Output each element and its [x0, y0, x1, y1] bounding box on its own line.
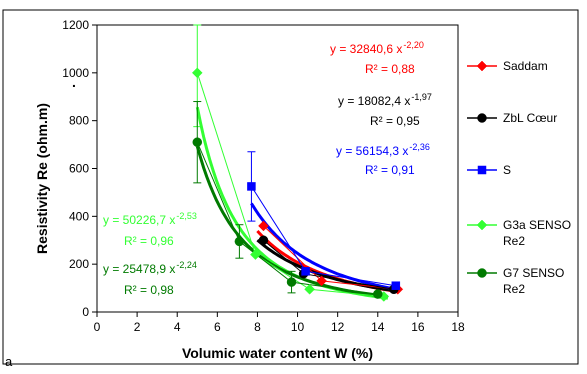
x-tick-label: 6	[214, 320, 221, 334]
legend-label-3: G3a SENSO	[503, 218, 571, 232]
fit-equation-3: y = 50226,7 x-2,53	[103, 211, 197, 227]
data-point	[258, 235, 269, 245]
x-axis-title: Volumic water content W (%)	[182, 345, 373, 361]
y-tick-label: 600	[69, 162, 89, 176]
legend-marker-1	[477, 113, 487, 123]
fit-equation-exponent: -2,36	[409, 142, 430, 152]
fit-r2-4: R² = 0,98	[124, 283, 174, 297]
x-tick-label: 2	[134, 320, 141, 334]
data-point	[391, 281, 401, 290]
data-point	[191, 67, 203, 79]
legend-marker-3	[476, 219, 488, 231]
data-point	[258, 220, 269, 232]
x-tick-label: 10	[291, 320, 305, 334]
x-tick-label: 8	[254, 320, 261, 334]
fit-equation-main: y = 50226,7 x	[103, 213, 175, 227]
legend-label-4: G7 SENSO	[503, 266, 564, 280]
fit-equation-exponent: -2,24	[176, 260, 197, 270]
x-tick-label: 12	[331, 320, 345, 334]
trendline-4	[195, 145, 388, 299]
y-axis-title: Resistivity Re (ohm.m)	[34, 103, 50, 254]
y-tick-label: 200	[69, 257, 89, 271]
data-point	[373, 289, 383, 299]
fit-equation-0: y = 32840,6 x-2,20	[330, 40, 424, 56]
y-tick-label: 800	[69, 114, 89, 128]
fit-equation-4: y = 25478,9 x-2,24	[103, 260, 197, 276]
fit-equation-main: y = 25478,9 x	[103, 262, 175, 276]
legend-label-1: ZbL Cœur	[503, 111, 557, 125]
fit-r2-0: R² = 0,88	[365, 62, 415, 76]
fit-r2-2: R² = 0,91	[365, 163, 415, 177]
fit-equation-exponent: -1,97	[411, 92, 432, 102]
trendline-1	[256, 238, 399, 293]
y-tick-label: 0	[82, 305, 89, 319]
figure-frame	[2, 9, 579, 365]
data-point	[192, 137, 203, 147]
fit-equation-1: y = 18082,4 x-1,97	[338, 92, 432, 108]
fit-r2-3: R² = 0,96	[124, 234, 174, 248]
data-point	[234, 236, 245, 247]
series-line-3	[196, 72, 384, 297]
y-tick-label: 1000	[62, 66, 89, 80]
y-tick-label: 400	[69, 209, 89, 223]
data-point	[316, 275, 327, 287]
legend-label-cont-3: Re2	[503, 234, 525, 248]
data-point	[304, 283, 315, 295]
fit-equation-main: y = 32840,6 x	[330, 42, 402, 56]
legend-marker-4	[477, 268, 487, 278]
legend-marker-2	[477, 165, 487, 175]
data-point	[247, 182, 256, 191]
fit-equation-exponent: -2,20	[403, 40, 424, 50]
legend-label-2: S	[503, 163, 511, 177]
fit-equation-exponent: -2,53	[176, 211, 197, 221]
x-tick-label: 16	[411, 320, 425, 334]
panel-label: a	[5, 354, 13, 369]
fit-equation-main: y = 18082,4 x	[338, 94, 410, 108]
y-tick-label: 1200	[62, 18, 89, 32]
legend-label-0: Saddam	[503, 59, 548, 73]
series-line-2	[250, 186, 396, 287]
fit-equation-2: y = 56154,3 x-2,36	[336, 142, 430, 158]
data-point	[250, 249, 261, 260]
fit-equation-main: y = 56154,3 x	[336, 144, 408, 158]
trendline-3	[195, 106, 388, 300]
legend-label-cont-4: Re2	[503, 282, 525, 296]
x-tick-label: 4	[174, 320, 181, 334]
trendline-2	[250, 202, 399, 291]
x-tick-label: 18	[451, 320, 465, 334]
legend-marker-0	[476, 60, 488, 72]
data-point	[286, 277, 297, 287]
y-axis-title-suffix: .	[72, 74, 76, 90]
series-line-4	[196, 142, 378, 295]
x-tick-label: 0	[94, 320, 101, 334]
x-tick-label: 14	[371, 320, 385, 334]
data-point	[301, 267, 310, 276]
fit-r2-1: R² = 0,95	[370, 114, 420, 128]
